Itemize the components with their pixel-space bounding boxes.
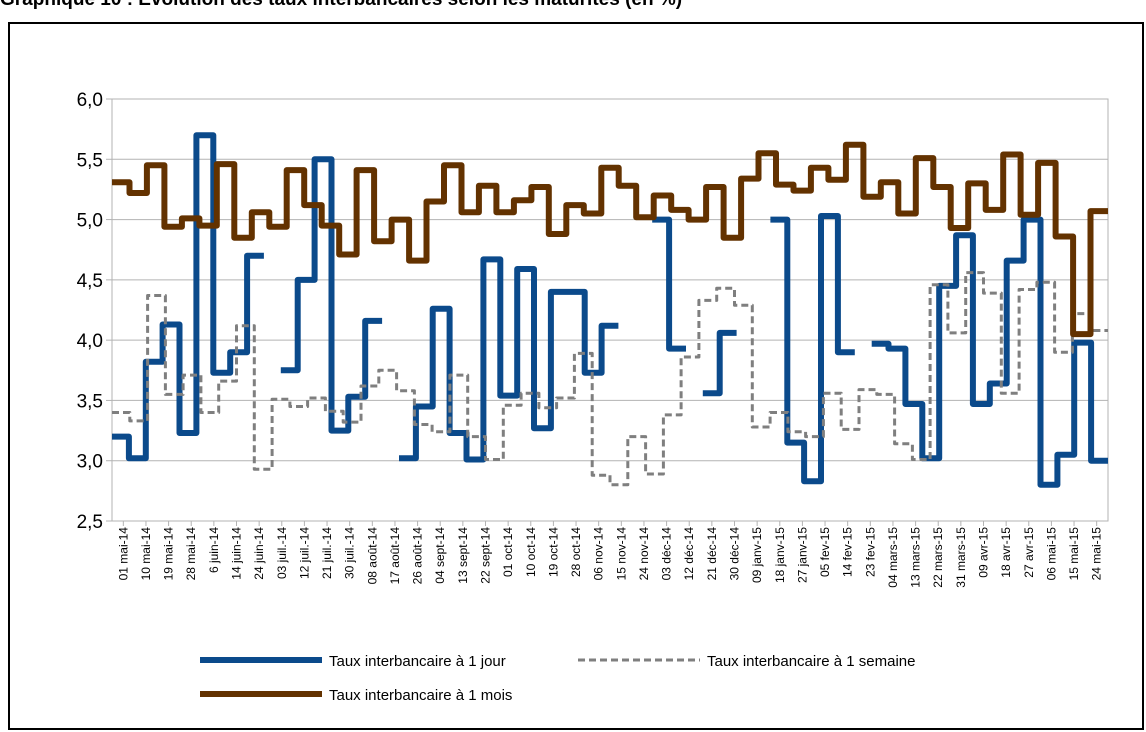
x-tick-label: 13 sept-14 [456, 527, 470, 584]
x-tick-label: 21 juil.-14 [320, 527, 334, 579]
x-tick-label: 27 janv-15 [795, 527, 809, 583]
x-tick-label: 22 sept-14 [479, 527, 493, 584]
x-tick-label: 14 juin-14 [230, 527, 244, 580]
series-3 [112, 141, 1108, 338]
series-line [112, 271, 1108, 487]
series-lines [112, 132, 1108, 488]
y-axis-ticks: 2,5 3,0 3,5 4,0 4,5 5,0 5,5 6,0 [77, 90, 112, 533]
x-tick-label: 30 déc-14 [728, 527, 742, 581]
plot-area [111, 98, 1109, 522]
x-tick-label: 18 janv-15 [773, 527, 787, 583]
y-tick-label: 5,5 [77, 150, 103, 171]
series-line [112, 132, 1108, 488]
series-2 [112, 271, 1108, 487]
x-tick-label: 09 janv-15 [750, 527, 764, 583]
legend: Taux interbancaire à 1 jour Taux interban… [200, 653, 915, 704]
legend-label: Taux interbancaire à 1 jour [329, 653, 506, 670]
x-tick-label: 09 avr-15 [977, 527, 991, 578]
y-tick-label: 3,0 [77, 452, 103, 473]
chart-frame: 2,5 3,0 3,5 4,0 4,5 5,0 5,5 6,0 01 mai-14 10 mai… [8, 22, 1144, 730]
y-tick-label: 3,5 [77, 391, 103, 412]
x-tick-label: 18 avr-15 [999, 527, 1013, 578]
x-tick-label: 24 mai-15 [1090, 527, 1104, 581]
x-tick-label: 10 mai-14 [139, 527, 153, 581]
x-tick-label: 19 mai-14 [162, 527, 176, 581]
y-tick-label: 6,0 [77, 90, 103, 111]
x-tick-label: 27 avr-15 [1022, 527, 1036, 578]
line-chart: 2,5 3,0 3,5 4,0 4,5 5,0 5,5 6,0 01 mai-14 10 mai… [77, 90, 1109, 704]
x-tick-label: 13 mars-15 [909, 527, 923, 588]
series-line [112, 141, 1108, 338]
x-tick-label: 12 déc-14 [682, 527, 696, 581]
x-tick-label: 03 juil.-14 [275, 527, 289, 579]
x-tick-label: 30 juil.-14 [343, 527, 357, 579]
x-tick-label: 01 oct-14 [501, 527, 515, 577]
x-tick-label: 05 fev-15 [818, 527, 832, 577]
x-tick-label: 01 mai-14 [116, 527, 130, 581]
x-tick-label: 28 oct-14 [569, 527, 583, 577]
x-tick-label: 12 juil.-14 [297, 527, 311, 579]
x-tick-label: 28 mai-14 [184, 527, 198, 581]
x-tick-label: 14 fev-15 [841, 527, 855, 577]
x-tick-label: 24 juin-14 [252, 527, 266, 580]
x-tick-label: 10 oct-14 [524, 527, 538, 577]
x-tick-label: 04 mars-15 [886, 527, 900, 588]
x-tick-label: 6 juin-14 [207, 527, 221, 573]
x-tick-label: 24 nov-14 [637, 527, 651, 581]
x-tick-label: 19 oct-14 [546, 527, 560, 577]
y-tick-label: 5,0 [77, 211, 103, 232]
x-tick-label: 15 mai-15 [1067, 527, 1081, 581]
x-tick-label: 04 sept-14 [433, 527, 447, 584]
x-tick-label: 06 mai-15 [1044, 527, 1058, 581]
x-axis-ticks: 01 mai-14 10 mai-14 19 mai-14 28 mai-14 6 ju… [116, 521, 1104, 588]
x-tick-label: 21 déc-14 [705, 527, 719, 581]
x-tick-label: 31 mars-15 [954, 527, 968, 588]
y-tick-label: 2,5 [77, 512, 103, 533]
x-tick-label: 23 fev-15 [863, 527, 877, 577]
y-tick-label: 4,5 [77, 271, 103, 292]
legend-label: Taux interbancaire à 1 mois [329, 687, 512, 704]
x-tick-label: 22 mars-15 [931, 527, 945, 588]
series-1 [112, 132, 1108, 488]
x-tick-label: 08 août-14 [365, 527, 379, 585]
x-tick-label: 03 déc-14 [660, 527, 674, 581]
x-tick-label: 26 août-14 [411, 527, 425, 585]
x-tick-label: 17 août-14 [388, 527, 402, 585]
y-tick-label: 4,0 [77, 331, 103, 352]
chart-title: Graphique 10 : Évolution des taux interb… [0, 0, 1146, 12]
x-tick-label: 15 nov-14 [614, 527, 628, 581]
grid-lines [111, 98, 1109, 522]
x-tick-label: 06 nov-14 [592, 527, 606, 581]
legend-label: Taux interbancaire à 1 semaine [707, 653, 915, 670]
